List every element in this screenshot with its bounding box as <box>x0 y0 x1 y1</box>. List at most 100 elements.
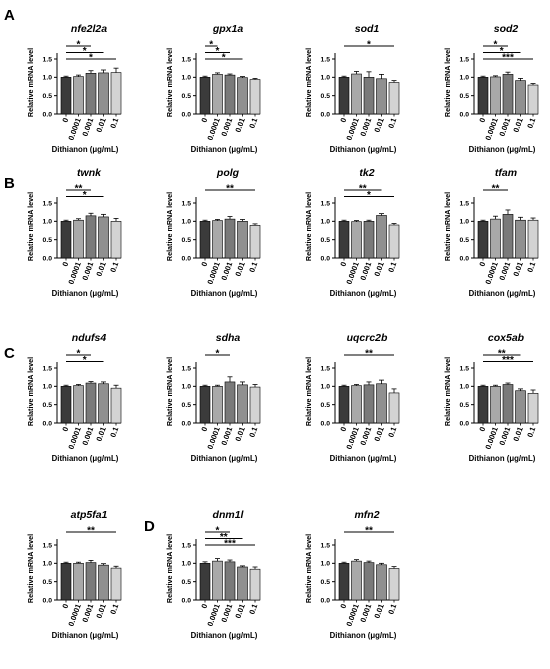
y-tick-label: 0.5 <box>43 402 53 409</box>
y-axis-label: Relative mRNA level <box>443 357 452 426</box>
bar <box>212 74 223 115</box>
bar <box>388 392 400 424</box>
y-tick-label: 0.5 <box>321 237 331 244</box>
bar <box>388 568 400 601</box>
y-tick-label: 1.0 <box>182 561 192 568</box>
x-axis-label: Dithianon (μg/mL) <box>191 145 258 154</box>
bar <box>237 221 248 259</box>
bar <box>98 216 109 259</box>
x-tick-label: 0 <box>338 261 348 268</box>
y-axis-label: Relative mRNA level <box>165 534 174 603</box>
y-tick-label: 1.5 <box>182 56 192 63</box>
y-tick-label: 0.5 <box>182 237 192 244</box>
x-tick-label: 0.1 <box>247 116 259 130</box>
y-tick-label: 1.0 <box>182 384 192 391</box>
x-tick-label: 0.001 <box>219 602 234 624</box>
bar <box>351 385 362 424</box>
bar <box>338 563 350 601</box>
y-tick-label: 1.5 <box>460 200 470 207</box>
significance-label: * <box>500 46 504 57</box>
x-tick-label: 0 <box>199 117 209 124</box>
bar <box>515 80 526 115</box>
bar <box>363 562 375 601</box>
x-tick-label: 0 <box>338 117 348 124</box>
significance-label: ** <box>498 349 506 360</box>
bar <box>60 77 72 115</box>
y-tick-label: 1.5 <box>43 365 53 372</box>
x-tick-label: 0 <box>199 261 209 268</box>
bar <box>249 568 261 601</box>
y-axis-label: Relative mRNA level <box>443 48 452 117</box>
x-axis-label: Dithianon (μg/mL) <box>52 631 119 640</box>
chart-title: tk2 <box>359 167 374 179</box>
y-tick-label: 0.5 <box>182 93 192 100</box>
x-axis-label: Dithianon (μg/mL) <box>52 145 119 154</box>
x-tick-label: 0.001 <box>219 425 234 447</box>
y-axis-label: Relative mRNA level <box>165 48 174 117</box>
significance-label: ** <box>226 184 234 195</box>
y-tick-label: 0.5 <box>460 402 470 409</box>
x-tick-label: 0.001 <box>80 602 95 624</box>
bar <box>85 215 97 259</box>
bar <box>477 77 489 115</box>
bar <box>249 386 261 424</box>
x-tick-label: 0 <box>60 117 70 124</box>
x-tick-label: 0.1 <box>525 116 537 130</box>
x-tick-label: 0.1 <box>108 116 120 130</box>
chart-title: cox5ab <box>488 332 525 344</box>
y-tick-label: 1.0 <box>321 75 331 82</box>
bar <box>351 73 362 115</box>
chart-title: dnm1l <box>213 509 245 521</box>
x-tick-label: 0.01 <box>372 260 386 278</box>
x-axis-label: Dithianon (μg/mL) <box>191 631 258 640</box>
x-tick-label: 0.1 <box>525 260 537 274</box>
y-tick-label: 0.0 <box>43 597 53 604</box>
y-tick-label: 1.5 <box>321 542 331 549</box>
y-tick-label: 1.0 <box>43 219 53 226</box>
x-axis-label: Dithianon (μg/mL) <box>52 289 119 298</box>
bar <box>388 224 400 259</box>
y-axis-label: Relative mRNA level <box>26 534 35 603</box>
significance-label: *** <box>502 53 514 64</box>
y-tick-label: 0.5 <box>460 93 470 100</box>
significance-label: * <box>83 355 87 366</box>
chart-title: mfn2 <box>354 509 379 521</box>
x-tick-label: 0 <box>199 603 209 610</box>
significance-label: ** <box>87 526 95 537</box>
chart-title: atp5fa1 <box>71 509 108 521</box>
y-axis-label: Relative mRNA level <box>304 534 313 603</box>
y-tick-label: 0.0 <box>43 255 53 262</box>
bar <box>490 218 501 259</box>
bar <box>60 221 72 259</box>
x-axis-label: Dithianon (μg/mL) <box>469 145 536 154</box>
significance-label: ** <box>492 184 500 195</box>
bar <box>212 386 223 424</box>
bar <box>338 77 350 115</box>
bar <box>212 220 223 259</box>
bar <box>60 386 72 424</box>
y-tick-label: 1.5 <box>182 200 192 207</box>
x-tick-label: 0.001 <box>219 116 234 138</box>
y-tick-label: 1.0 <box>43 75 53 82</box>
bar <box>376 564 387 601</box>
y-tick-label: 0.5 <box>321 402 331 409</box>
y-tick-label: 1.0 <box>321 561 331 568</box>
y-tick-label: 0.0 <box>182 597 192 604</box>
bar <box>376 78 387 115</box>
y-tick-label: 1.0 <box>460 384 470 391</box>
y-tick-label: 0.0 <box>460 420 470 427</box>
y-axis-label: Relative mRNA level <box>26 357 35 426</box>
bar <box>199 563 211 601</box>
bar <box>199 77 211 115</box>
y-axis-label: Relative mRNA level <box>443 192 452 261</box>
x-tick-label: 0 <box>477 261 487 268</box>
chart-title: ndufs4 <box>72 332 107 344</box>
x-tick-label: 0.1 <box>108 260 120 274</box>
y-tick-label: 0.0 <box>321 420 331 427</box>
bar <box>527 219 539 259</box>
bar <box>110 221 122 259</box>
significance-label: * <box>83 190 87 201</box>
bar <box>110 387 122 424</box>
x-tick-label: 0.1 <box>247 425 259 439</box>
